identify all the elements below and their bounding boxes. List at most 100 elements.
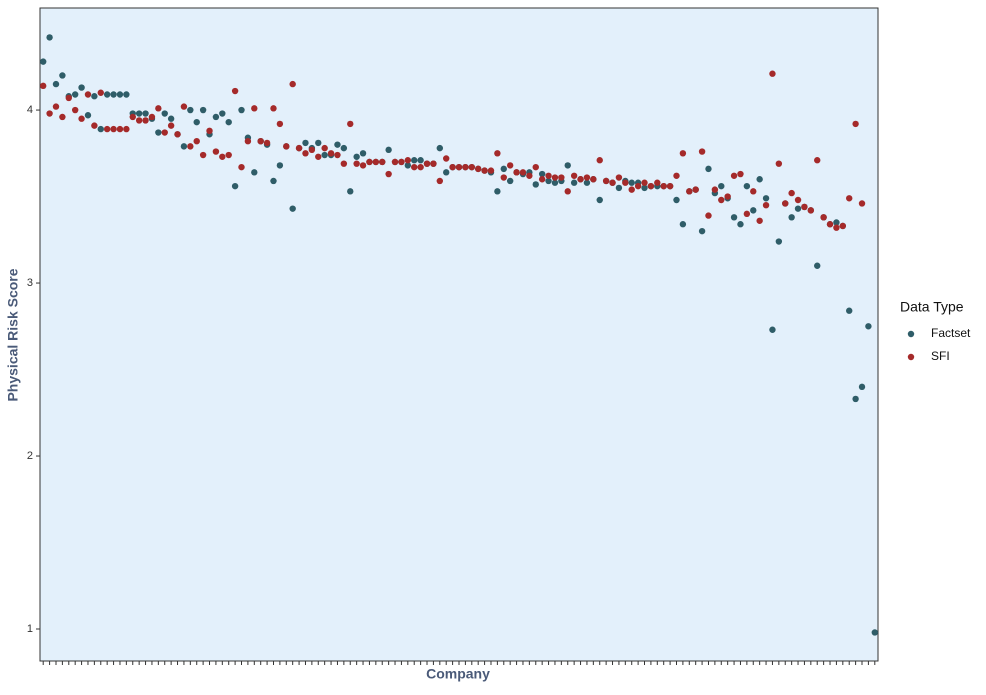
data-point (404, 157, 412, 164)
data-point (372, 158, 380, 166)
data-point (769, 326, 776, 333)
data-point (91, 122, 98, 129)
data-point (570, 172, 578, 179)
data-point (711, 186, 719, 193)
data-point (807, 207, 815, 214)
data-point (846, 307, 853, 314)
data-point (647, 182, 655, 190)
data-point (756, 217, 763, 224)
data-point (724, 193, 731, 200)
data-point (737, 221, 744, 228)
data-point (142, 117, 149, 124)
data-point (359, 150, 367, 157)
data-point (871, 629, 879, 636)
data-point (756, 176, 763, 183)
data-point (359, 162, 367, 169)
data-point (78, 115, 85, 122)
data-point (404, 162, 412, 169)
data-point (212, 113, 220, 121)
data-point (321, 151, 328, 159)
data-point (775, 238, 783, 245)
legend-marker (907, 330, 915, 338)
data-point (500, 174, 507, 181)
data-point (263, 139, 271, 147)
data-point (833, 224, 840, 231)
data-point (283, 143, 290, 150)
data-point (852, 395, 859, 403)
data-point (315, 153, 322, 160)
data-point (494, 150, 501, 157)
data-point (596, 157, 603, 164)
data-point (551, 174, 559, 181)
data-point (788, 214, 795, 221)
data-point (673, 196, 680, 204)
data-point (148, 113, 156, 121)
data-point (436, 177, 444, 185)
data-point (679, 150, 687, 157)
data-point (538, 176, 546, 183)
data-point (628, 179, 635, 186)
data-point (730, 172, 738, 179)
data-point (276, 120, 284, 128)
data-point (532, 163, 539, 171)
data-point (238, 106, 245, 114)
x-axis-label: Company (426, 666, 490, 682)
data-point (551, 179, 559, 186)
data-point (225, 151, 232, 159)
legend-marker (907, 353, 915, 361)
data-point (334, 141, 341, 148)
data-point (737, 170, 744, 178)
data-point (545, 177, 552, 185)
data-point (103, 91, 111, 98)
data-point (417, 163, 424, 171)
data-point (788, 189, 795, 197)
data-point (443, 155, 450, 162)
data-point (718, 182, 725, 190)
data-point (39, 58, 47, 65)
data-point (199, 151, 207, 159)
data-point (826, 221, 834, 228)
data-point (340, 144, 348, 152)
data-point (545, 172, 552, 179)
data-point (123, 91, 130, 98)
data-point (52, 80, 60, 88)
data-point (698, 148, 706, 155)
data-point (276, 162, 284, 169)
data-point (353, 153, 360, 160)
data-point (654, 179, 661, 186)
data-point (270, 105, 277, 112)
y-axis-label: Physical Risk Score (5, 268, 21, 401)
data-point (596, 196, 603, 204)
data-point (852, 120, 859, 128)
data-point (180, 103, 188, 110)
data-point (289, 80, 296, 88)
data-point (500, 165, 507, 173)
y-tick-label: 1 (27, 623, 33, 635)
data-point (84, 112, 92, 119)
data-point (71, 106, 79, 114)
data-point (443, 169, 450, 176)
data-point (762, 201, 770, 209)
data-point (775, 160, 783, 167)
data-point (231, 182, 239, 190)
data-point (39, 82, 47, 90)
data-point (411, 163, 418, 171)
data-point (244, 137, 252, 145)
data-point (673, 172, 680, 179)
data-point (129, 113, 136, 121)
data-point (590, 176, 597, 183)
data-point (750, 207, 757, 214)
data-point (705, 212, 712, 219)
data-point (532, 181, 539, 188)
data-point (506, 177, 514, 185)
y-tick-label: 3 (27, 277, 33, 289)
data-point (730, 214, 738, 221)
data-point (155, 105, 162, 112)
data-point (411, 157, 418, 164)
data-point (538, 170, 546, 178)
data-point (846, 195, 853, 202)
data-point (347, 188, 354, 195)
data-point (743, 210, 751, 218)
data-point (436, 144, 444, 152)
